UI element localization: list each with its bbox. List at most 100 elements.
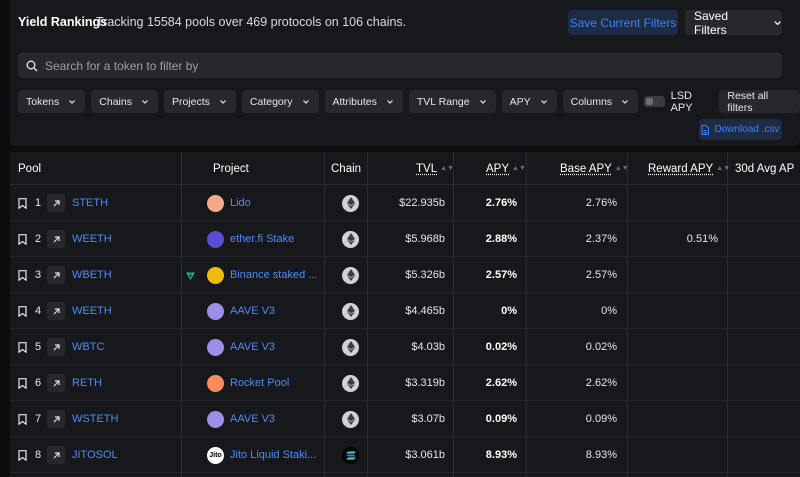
search-bar[interactable] — [18, 53, 782, 78]
base-apy-value: 8.93% — [585, 449, 617, 461]
page-subtitle: Tracking 15584 pools over 469 protocols … — [96, 15, 407, 29]
open-pool-button[interactable] — [47, 293, 65, 329]
project-link[interactable]: Jito Liquid Staki... — [230, 449, 317, 461]
col-reward-apy[interactable]: Reward APY ▲▼ — [648, 163, 730, 175]
table-row[interactable]: 1 STETH Lido $22.935b 2.76% 2.76% 2.8 — [10, 185, 800, 221]
aave-icon — [207, 293, 224, 329]
bookmark-icon[interactable] — [18, 329, 27, 365]
pool-link[interactable]: WEETH — [72, 233, 112, 245]
file-icon — [701, 124, 710, 135]
tvl-range-filter-label: TVL Range — [416, 95, 470, 108]
tokens-filter-label: Tokens — [26, 95, 60, 108]
bookmark-icon[interactable] — [18, 221, 27, 257]
col-apy[interactable]: APY ▲▼ — [486, 163, 526, 175]
apy-value: 2.88% — [485, 233, 517, 245]
ethereum-icon — [342, 365, 359, 401]
base-apy-value: 2.57% — [585, 269, 617, 281]
rocketpool-icon — [207, 365, 224, 401]
bookmark-icon[interactable] — [18, 257, 27, 293]
save-filters-button[interactable]: Save Current Filters — [568, 10, 678, 35]
rank-number: 8 — [35, 449, 42, 461]
gem-icon — [186, 257, 195, 293]
tokens-filter[interactable]: Tokens — [18, 90, 86, 113]
search-input[interactable] — [45, 58, 745, 73]
apy-filter[interactable]: APY — [501, 90, 557, 113]
bookmark-icon[interactable] — [18, 365, 27, 401]
projects-filter[interactable]: Projects — [163, 90, 236, 113]
project-link[interactable]: Rocket Pool — [230, 377, 290, 389]
attributes-filter[interactable]: Attributes — [324, 90, 403, 113]
arrow-up-right-icon — [47, 194, 65, 212]
project-link[interactable]: AAVE V3 — [230, 413, 276, 425]
table-row[interactable]: 3 WBETH Binance staked ... $5.326b 2.57% 2.57… — [10, 257, 800, 293]
pool-link[interactable]: WBTC — [72, 341, 105, 353]
rank-number: 2 — [35, 233, 42, 245]
pool-link[interactable]: RETH — [72, 377, 102, 389]
tvl-value: $3.319b — [405, 377, 445, 389]
chevron-down-icon — [479, 99, 486, 104]
category-filter[interactable]: Category — [241, 90, 319, 113]
open-pool-button[interactable] — [47, 257, 65, 293]
etherfi-icon — [207, 221, 224, 257]
chevron-down-icon — [386, 99, 393, 104]
reward-apy-value — [640, 185, 718, 221]
tvl-value: $4.03b — [411, 341, 445, 353]
bookmark-icon[interactable] — [18, 185, 27, 221]
open-pool-button[interactable] — [47, 401, 65, 437]
open-pool-button[interactable] — [47, 221, 65, 257]
table-row[interactable]: 2 WEETH ether.fi Stake $5.968b 2.88% 2.37% 0.5… — [10, 221, 800, 257]
bookmark-icon[interactable] — [18, 293, 27, 329]
open-pool-button[interactable] — [47, 329, 65, 365]
table-row[interactable]: 8 JITOSOL Jito Jito Liquid Staki... $3.061b 8… — [10, 437, 800, 473]
open-pool-button[interactable] — [47, 437, 65, 473]
open-pool-button[interactable] — [47, 185, 65, 221]
chevron-down-icon — [622, 99, 628, 104]
chevron-down-icon — [540, 99, 547, 104]
binance-icon — [207, 257, 224, 293]
attributes-filter-label: Attributes — [332, 95, 377, 108]
open-pool-button[interactable] — [47, 365, 65, 401]
col-tvl[interactable]: TVL ▲▼ — [416, 163, 454, 175]
lido-icon — [207, 185, 224, 221]
toggle-switch[interactable] — [644, 96, 665, 107]
lsd-apy-toggle[interactable]: LSD APY — [644, 90, 713, 114]
columns-filter[interactable]: Columns — [562, 90, 639, 113]
project-link[interactable]: Lido — [230, 197, 251, 209]
apy-value: 0.09% — [485, 413, 517, 425]
table-row[interactable]: 6 RETH Rocket Pool $3.319b 2.62% 2.62% 2.5 — [10, 365, 800, 401]
apy-value: 8.93% — [485, 449, 517, 461]
reward-apy-value — [640, 437, 718, 473]
chevron-down-icon — [142, 99, 148, 104]
search-icon — [26, 60, 38, 71]
col-chain: Chain — [331, 163, 362, 175]
pool-link[interactable]: STETH — [72, 197, 109, 209]
project-link[interactable]: AAVE V3 — [230, 341, 276, 353]
project-link[interactable]: AAVE V3 — [230, 305, 276, 317]
project-link[interactable]: Binance staked ... — [230, 269, 318, 281]
saved-filters-button[interactable]: Saved Filters — [685, 9, 782, 37]
chevron-down-icon — [219, 99, 226, 104]
avg-apy-value: 0.0 — [735, 401, 800, 437]
table-row[interactable]: 5 WBTC AAVE V3 $4.03b 0.02% 0.02% 0.0 — [10, 329, 800, 365]
pool-link[interactable]: WSTETH — [72, 413, 119, 425]
reward-apy-value — [640, 293, 718, 329]
bookmark-icon[interactable] — [18, 437, 27, 473]
pool-link[interactable]: JITOSOL — [72, 449, 118, 461]
project-link[interactable]: ether.fi Stake — [230, 233, 295, 245]
chains-filter[interactable]: Chains — [91, 90, 158, 113]
tvl-range-filter[interactable]: TVL Range — [408, 90, 496, 113]
col-30d-avg-apy[interactable]: 30d Avg AP — [735, 163, 795, 175]
bookmark-icon[interactable] — [18, 401, 27, 437]
table-row[interactable]: 4 WEETH AAVE V3 $4.465b 0% 0% — [10, 293, 800, 329]
reset-filters-button[interactable]: Reset all filters — [719, 90, 800, 114]
download-csv-label: Download .csv — [714, 124, 780, 135]
pool-link[interactable]: WBETH — [72, 269, 112, 281]
page-title: Yield Rankings — [18, 15, 108, 29]
ethereum-icon — [342, 329, 359, 365]
table-row[interactable]: 7 WSTETH AAVE V3 $3.07b 0.09% 0.09% 0.0 — [10, 401, 800, 437]
apy-value: 2.62% — [485, 377, 517, 389]
download-csv-button[interactable]: Download .csv — [699, 119, 782, 140]
base-apy-value: 0% — [601, 305, 617, 317]
pool-link[interactable]: WEETH — [72, 305, 112, 317]
col-base-apy[interactable]: Base APY ▲▼ — [560, 163, 629, 175]
